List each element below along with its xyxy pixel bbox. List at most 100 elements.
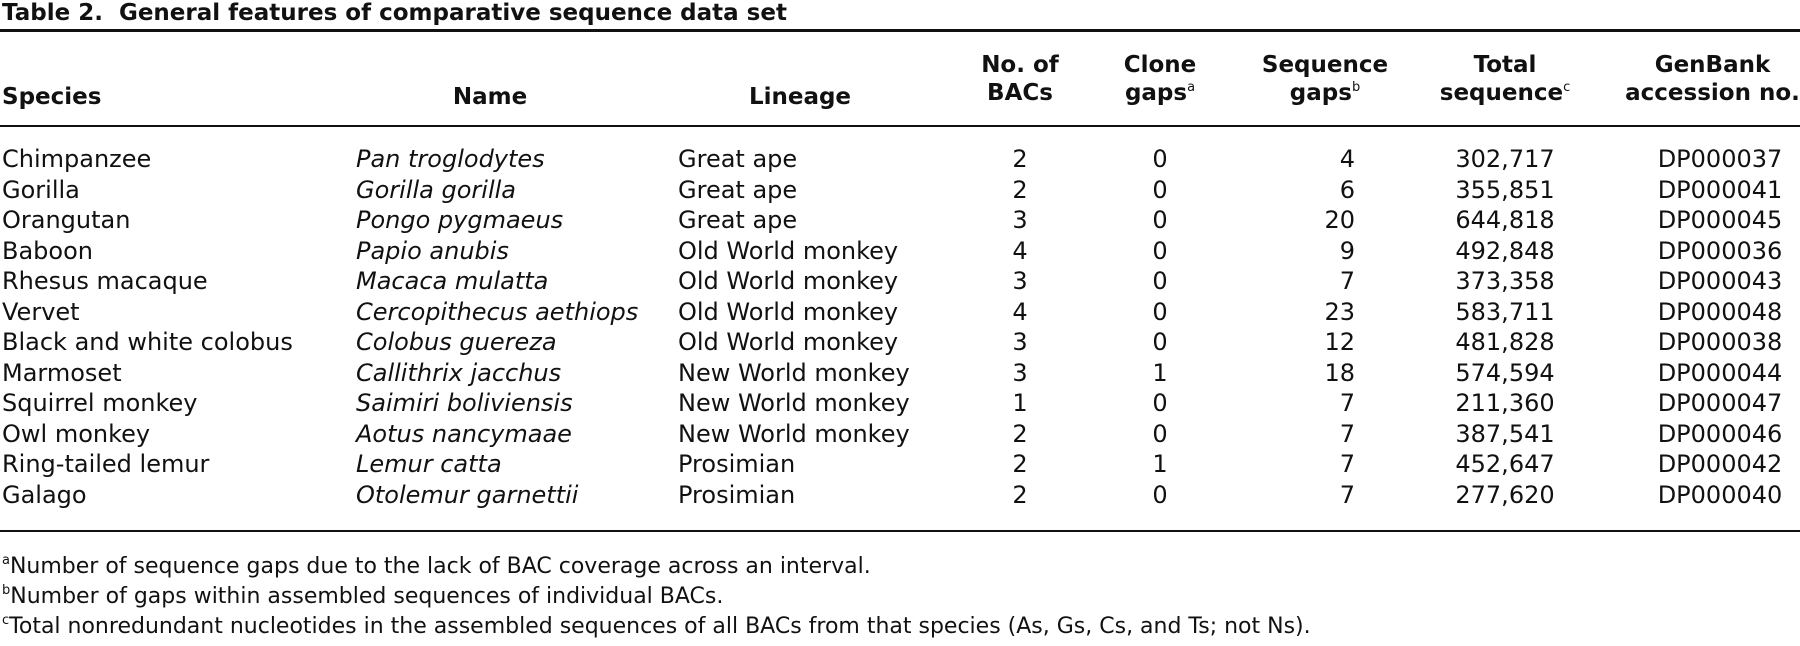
cell-species: Rhesus macaque bbox=[2, 267, 208, 295]
header-sequence-gaps: Sequence gapsb bbox=[1250, 51, 1400, 107]
cell-clone-gaps: 0 bbox=[1152, 206, 1168, 234]
header-total-sequence: Total sequencec bbox=[1425, 51, 1585, 107]
cell-clone-gaps: 0 bbox=[1152, 389, 1168, 417]
footnote-text: Number of sequence gaps due to the lack … bbox=[9, 554, 871, 579]
cell-species: Black and white colobus bbox=[2, 328, 293, 356]
header-lineage: Lineage bbox=[748, 84, 852, 110]
cell-sequence-gaps: 7 bbox=[1339, 450, 1355, 478]
cell-accession: DP000045 bbox=[1657, 206, 1783, 234]
footnote-text: Number of gaps within assembled sequence… bbox=[10, 584, 724, 609]
cell-lineage: Great ape bbox=[678, 206, 798, 234]
header-clone-gaps: Clone gapsa bbox=[1100, 51, 1220, 107]
table-body: Chimpanzee Pan troglodytes Great ape 2 0… bbox=[0, 144, 1800, 510]
cell-bacs: 3 bbox=[1012, 267, 1028, 295]
header-name: Name bbox=[452, 84, 528, 110]
cell-lineage: Prosimian bbox=[678, 480, 796, 509]
cell-clone-gaps: 0 bbox=[1152, 145, 1168, 173]
table-row: Ring-tailed lemur Lemur catta Prosimian … bbox=[0, 449, 1800, 480]
footnote-mark: c bbox=[2, 613, 10, 628]
cell-sequence-gaps: 4 bbox=[1339, 145, 1355, 173]
table-row: Gorilla Gorilla gorilla Great ape 2 0 6 … bbox=[0, 175, 1800, 206]
header-genbank-line2: accession no. bbox=[1625, 80, 1800, 106]
header-clone-footnote-mark: a bbox=[1187, 80, 1196, 95]
cell-sequence-gaps: 7 bbox=[1339, 419, 1355, 448]
cell-accession: DP000041 bbox=[1657, 175, 1783, 204]
cell-lineage: Prosimian bbox=[678, 450, 796, 478]
header-genbank: GenBank accession no. bbox=[1625, 51, 1800, 107]
cell-clone-gaps: 0 bbox=[1152, 297, 1168, 326]
cell-lineage: Old World monkey bbox=[678, 297, 899, 326]
footnote-b: bNumber of gaps within assembled sequenc… bbox=[2, 582, 1792, 612]
cell-accession: DP000040 bbox=[1657, 480, 1783, 509]
cell-clone-gaps: 0 bbox=[1152, 480, 1168, 509]
table-title: Table 2. General features of comparative … bbox=[2, 0, 787, 26]
cell-accession: DP000042 bbox=[1657, 450, 1783, 478]
header-species: Species bbox=[2, 84, 102, 110]
bottom-rule bbox=[0, 530, 1800, 532]
footnote-a: aNumber of sequence gaps due to the lack… bbox=[2, 552, 1792, 582]
cell-total-sequence: 574,594 bbox=[1455, 358, 1555, 387]
cell-total-sequence: 373,358 bbox=[1455, 267, 1555, 295]
header-seq-footnote-mark: b bbox=[1351, 80, 1361, 95]
cell-species: Orangutan bbox=[2, 206, 131, 234]
cell-bacs: 3 bbox=[1012, 206, 1028, 234]
cell-name: Pan troglodytes bbox=[356, 145, 545, 173]
cell-accession: DP000037 bbox=[1657, 145, 1783, 173]
table-caption: General features of comparative sequence… bbox=[118, 0, 787, 26]
cell-clone-gaps: 0 bbox=[1152, 419, 1168, 448]
cell-name: Lemur catta bbox=[356, 450, 502, 478]
footnote-text: Total nonredundant nucleotides in the as… bbox=[9, 614, 1311, 639]
cell-bacs: 2 bbox=[1012, 175, 1028, 204]
table-row: Black and white colobus Colobus guereza … bbox=[0, 327, 1800, 358]
cell-name: Cercopithecus aethiops bbox=[356, 297, 639, 326]
cell-accession: DP000048 bbox=[1657, 297, 1783, 326]
cell-clone-gaps: 1 bbox=[1152, 358, 1168, 387]
cell-lineage: New World monkey bbox=[678, 389, 910, 417]
cell-bacs: 2 bbox=[1012, 480, 1028, 509]
cell-name: Papio anubis bbox=[356, 236, 509, 265]
header-clone-line2: gapsa bbox=[1124, 80, 1196, 106]
cell-sequence-gaps: 6 bbox=[1339, 175, 1355, 204]
table-row: Owl monkey Aotus nancymaae New World mon… bbox=[0, 419, 1800, 450]
cell-total-sequence: 481,828 bbox=[1455, 328, 1555, 356]
cell-total-sequence: 302,717 bbox=[1455, 145, 1555, 173]
table-row: Baboon Papio anubis Old World monkey 4 0… bbox=[0, 236, 1800, 267]
table-row: Orangutan Pongo pygmaeus Great ape 3 0 2… bbox=[0, 205, 1800, 236]
cell-clone-gaps: 0 bbox=[1152, 175, 1168, 204]
cell-sequence-gaps: 18 bbox=[1324, 358, 1355, 387]
cell-bacs: 2 bbox=[1012, 419, 1028, 448]
cell-name: Saimiri boliviensis bbox=[356, 389, 573, 417]
cell-bacs: 2 bbox=[1012, 450, 1028, 478]
cell-accession: DP000047 bbox=[1657, 389, 1783, 417]
cell-bacs: 2 bbox=[1012, 145, 1028, 173]
cell-name: Macaca mulatta bbox=[356, 267, 549, 295]
cell-species: Gorilla bbox=[2, 175, 80, 204]
header-seq-line2: gapsb bbox=[1289, 80, 1361, 106]
cell-lineage: Old World monkey bbox=[678, 267, 899, 295]
cell-total-sequence: 355,851 bbox=[1455, 175, 1555, 204]
cell-lineage: Old World monkey bbox=[678, 236, 899, 265]
cell-total-sequence: 387,541 bbox=[1455, 419, 1555, 448]
cell-clone-gaps: 0 bbox=[1152, 236, 1168, 265]
header-genbank-line1: GenBank bbox=[1654, 52, 1771, 78]
cell-lineage: New World monkey bbox=[678, 358, 910, 387]
cell-total-sequence: 277,620 bbox=[1455, 480, 1555, 509]
cell-total-sequence: 492,848 bbox=[1455, 236, 1555, 265]
cell-accession: DP000036 bbox=[1657, 236, 1783, 265]
table-row: Marmoset Callithrix jacchus New World mo… bbox=[0, 358, 1800, 389]
cell-clone-gaps: 1 bbox=[1152, 450, 1168, 478]
cell-sequence-gaps: 7 bbox=[1339, 267, 1355, 295]
cell-bacs: 4 bbox=[1012, 236, 1028, 265]
cell-bacs: 3 bbox=[1012, 328, 1028, 356]
cell-total-sequence: 452,647 bbox=[1455, 450, 1555, 478]
footnote-mark: b bbox=[2, 583, 11, 598]
cell-name: Gorilla gorilla bbox=[356, 175, 516, 204]
table-row: Squirrel monkey Saimiri boliviensis New … bbox=[0, 388, 1800, 419]
top-rule bbox=[0, 29, 1800, 32]
cell-species: Vervet bbox=[2, 297, 80, 326]
table-row: Vervet Cercopithecus aethiops Old World … bbox=[0, 297, 1800, 328]
header-bacs: No. of BACs bbox=[960, 51, 1080, 107]
header-seq-line1: Sequence bbox=[1261, 52, 1389, 78]
table-row: Rhesus macaque Macaca mulatta Old World … bbox=[0, 266, 1800, 297]
